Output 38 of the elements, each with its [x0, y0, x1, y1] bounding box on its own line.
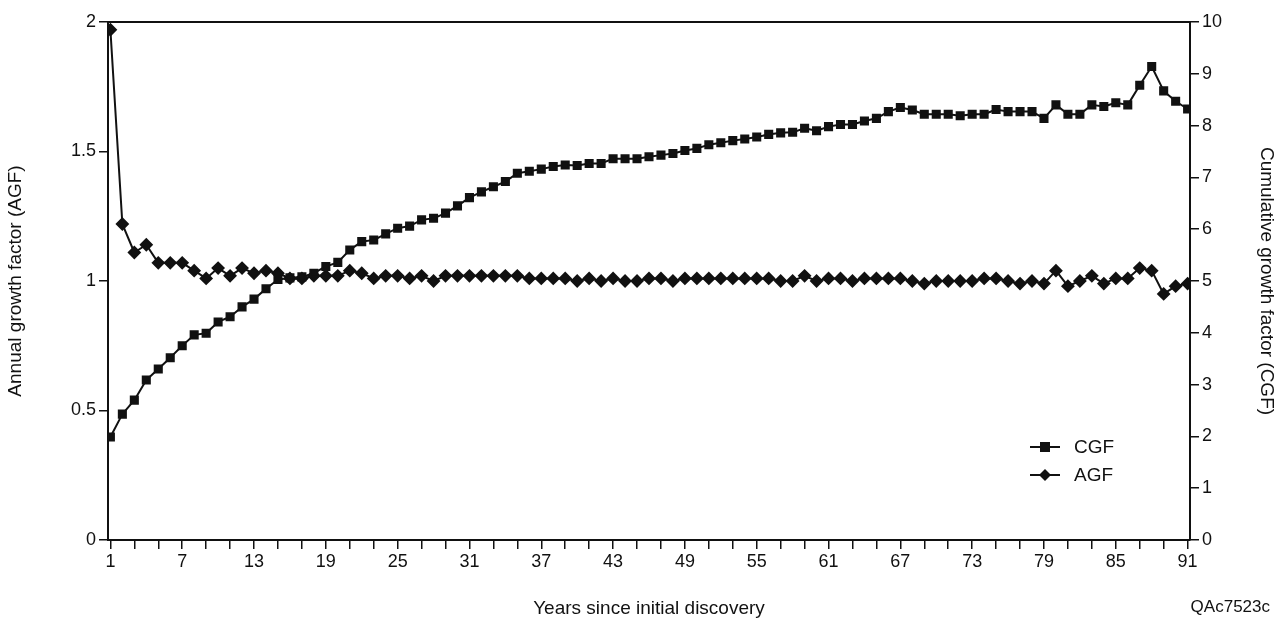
- y2-tick-label: 1: [1202, 477, 1213, 498]
- y2-axis-title: Cumulative growth factor (CGF): [1257, 146, 1279, 416]
- x-tick-label: 73: [962, 550, 983, 571]
- y-tick-label: 1.5: [70, 140, 96, 161]
- y2-tick-label: 5: [1202, 269, 1213, 290]
- x-tick-label: 61: [818, 550, 839, 571]
- y2-tick-label: 2: [1202, 425, 1213, 446]
- x-tick-label: 31: [459, 550, 480, 571]
- y2-tick-label: 6: [1202, 218, 1213, 239]
- x-tick-label: 43: [603, 550, 624, 571]
- x-tick-label: 19: [315, 550, 336, 571]
- x-tick-label: 25: [387, 550, 408, 571]
- x-tick-label: 37: [531, 550, 552, 571]
- y2-tick-label: 9: [1202, 62, 1213, 83]
- text: QAc7523c: [1190, 597, 1271, 617]
- legend-label: AGF: [1074, 464, 1114, 486]
- x-tick-label: 49: [674, 550, 695, 571]
- x-tick-label: 79: [1033, 550, 1054, 571]
- y2-tick-label: 8: [1202, 114, 1213, 135]
- y-tick-label: 2: [85, 10, 96, 31]
- y2-tick-label: 10: [1202, 10, 1223, 31]
- x-axis-title: Years since initial discovery: [533, 596, 766, 618]
- y-tick-label: 0: [85, 528, 96, 549]
- x-tick-label: 55: [746, 550, 767, 571]
- y2-tick-label: 0: [1202, 528, 1213, 549]
- x-tick-label: 91: [1177, 550, 1198, 571]
- y2-tick-label: 7: [1202, 166, 1213, 187]
- y2-tick-label: 3: [1202, 373, 1213, 394]
- y-tick-label: 1: [85, 269, 96, 290]
- y-axis-title: Annual growth factor (AGF): [3, 165, 25, 397]
- x-tick-label: 13: [244, 550, 265, 571]
- y2-tick-label: 4: [1202, 321, 1213, 342]
- x-tick-label: 1: [105, 550, 116, 571]
- x-tick-label: 85: [1105, 550, 1126, 571]
- x-tick-label: 7: [177, 550, 188, 571]
- x-tick-label: 67: [890, 550, 911, 571]
- y-tick-label: 0.5: [70, 399, 96, 420]
- legend-label: CGF: [1074, 436, 1115, 458]
